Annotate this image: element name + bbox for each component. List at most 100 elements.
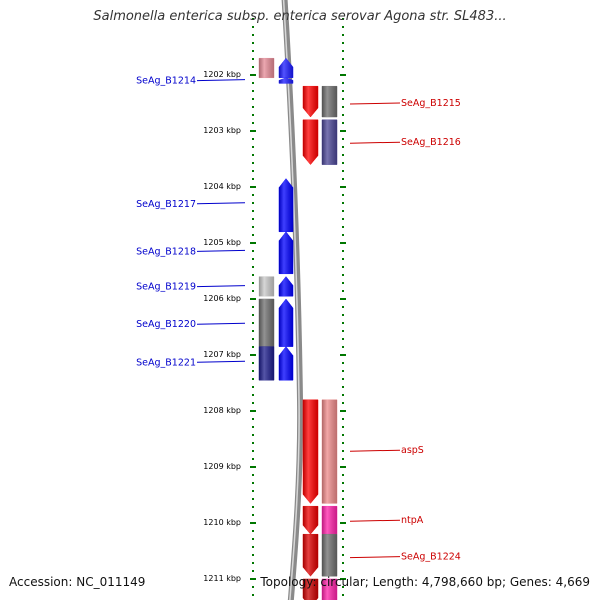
tick-dot bbox=[342, 442, 344, 444]
gene-feature bbox=[278, 57, 294, 79]
tick-label: 1202 kbp bbox=[203, 70, 241, 79]
gene-label: SeAg_B1217 bbox=[136, 199, 196, 210]
tick-dot bbox=[252, 26, 254, 28]
gene-feature bbox=[278, 346, 294, 381]
tick-mark bbox=[340, 242, 346, 244]
tick-dot bbox=[252, 98, 254, 100]
gene-feature bbox=[321, 119, 338, 165]
tick-dot bbox=[342, 50, 344, 52]
gene-feature bbox=[321, 399, 338, 504]
tick-dot bbox=[342, 322, 344, 324]
leader-line bbox=[349, 449, 401, 452]
gene-feature bbox=[321, 505, 338, 535]
tick-dot bbox=[252, 226, 254, 228]
leader-line bbox=[196, 249, 246, 252]
tick-dot bbox=[252, 66, 254, 68]
gene-label-group: SeAg_B1215 bbox=[349, 98, 461, 109]
gene-feature bbox=[278, 231, 294, 275]
tick-dot bbox=[252, 306, 254, 308]
tick-dot bbox=[252, 202, 254, 204]
tick-dot bbox=[252, 394, 254, 396]
gene-label-group: SeAg_B1219 bbox=[136, 282, 246, 293]
gene-arrow-shade bbox=[322, 506, 337, 535]
tick-mark bbox=[250, 578, 256, 580]
tick-mark bbox=[250, 410, 256, 412]
gene-arrow-shade bbox=[303, 534, 318, 577]
tick-dot bbox=[252, 490, 254, 492]
tick-dot bbox=[342, 282, 344, 284]
leader-line bbox=[349, 556, 401, 559]
tick-dot bbox=[342, 474, 344, 476]
tick-dot bbox=[342, 138, 344, 140]
tick-dot bbox=[342, 114, 344, 116]
tick-dot bbox=[252, 90, 254, 92]
leader-line bbox=[196, 202, 246, 205]
tick-dot bbox=[342, 98, 344, 100]
tick-dot bbox=[342, 530, 344, 532]
tick-mark bbox=[250, 298, 256, 300]
gene-label: SeAg_B1220 bbox=[136, 319, 196, 330]
gene-arrow-shade bbox=[259, 346, 274, 381]
tick-dot bbox=[342, 210, 344, 212]
gene-arrow-shade bbox=[303, 399, 318, 504]
tick-dot bbox=[342, 554, 344, 556]
gene-label: SeAg_B1214 bbox=[136, 76, 196, 87]
leader-line bbox=[196, 79, 246, 82]
tick-dot bbox=[252, 426, 254, 428]
gene-arrow-shade bbox=[279, 276, 293, 297]
gene-features bbox=[258, 57, 338, 604]
tick-dot bbox=[252, 282, 254, 284]
gene-feature bbox=[302, 533, 319, 577]
tick-dot bbox=[252, 162, 254, 164]
tick-label: 1208 kbp bbox=[203, 406, 241, 415]
tick-mark bbox=[340, 186, 346, 188]
tick-dot bbox=[342, 378, 344, 380]
tick-dot bbox=[342, 34, 344, 36]
tick-dot bbox=[252, 586, 254, 588]
gene-feature bbox=[258, 298, 275, 347]
tick-dot bbox=[252, 346, 254, 348]
gene-arrow-shade bbox=[279, 299, 293, 347]
tick-dot bbox=[252, 290, 254, 292]
gene-feature bbox=[278, 276, 294, 297]
gene-feature bbox=[278, 178, 294, 233]
tick-dot bbox=[342, 506, 344, 508]
tick-dot bbox=[252, 562, 254, 564]
gene-label: SeAg_B1215 bbox=[401, 98, 461, 109]
tick-dot bbox=[252, 50, 254, 52]
tick-dot bbox=[252, 546, 254, 548]
tick-dot bbox=[342, 490, 344, 492]
leader-line bbox=[196, 322, 246, 325]
tick-mark bbox=[340, 578, 346, 580]
gene-arrow-shade bbox=[279, 346, 293, 381]
gene-arrow-shade bbox=[322, 86, 337, 117]
gene-label-group: ntpA bbox=[349, 515, 424, 526]
tick-dot bbox=[342, 218, 344, 220]
kbp-tick-labels: 1202 kbp 1203 kbp 1204 kbp 1205 kbp 1206 kbp… bbox=[203, 70, 346, 583]
tick-dot bbox=[342, 258, 344, 260]
tick-mark bbox=[340, 74, 346, 76]
gene-arrow-shade bbox=[322, 534, 337, 577]
tick-dot bbox=[342, 394, 344, 396]
tick-dot bbox=[342, 154, 344, 156]
tick-dot bbox=[252, 402, 254, 404]
tick-dot bbox=[252, 482, 254, 484]
tick-mark bbox=[250, 354, 256, 356]
tick-dot bbox=[342, 402, 344, 404]
genome-backbone bbox=[281, 0, 304, 604]
gene-arrow-shade bbox=[259, 299, 274, 347]
tick-dot bbox=[252, 474, 254, 476]
tick-dot bbox=[342, 370, 344, 372]
gene-feature bbox=[302, 85, 319, 118]
gene-arrow-shade bbox=[279, 231, 293, 274]
tick-mark bbox=[250, 242, 256, 244]
tick-dot bbox=[252, 538, 254, 540]
tick-dot bbox=[342, 26, 344, 28]
tick-mark bbox=[340, 130, 346, 132]
gene-arrow-shade bbox=[322, 119, 337, 165]
tick-dot bbox=[342, 42, 344, 44]
tick-dot bbox=[342, 178, 344, 180]
tick-dot bbox=[252, 386, 254, 388]
gene-arrow-shade bbox=[279, 77, 293, 84]
tick-dot bbox=[342, 434, 344, 436]
